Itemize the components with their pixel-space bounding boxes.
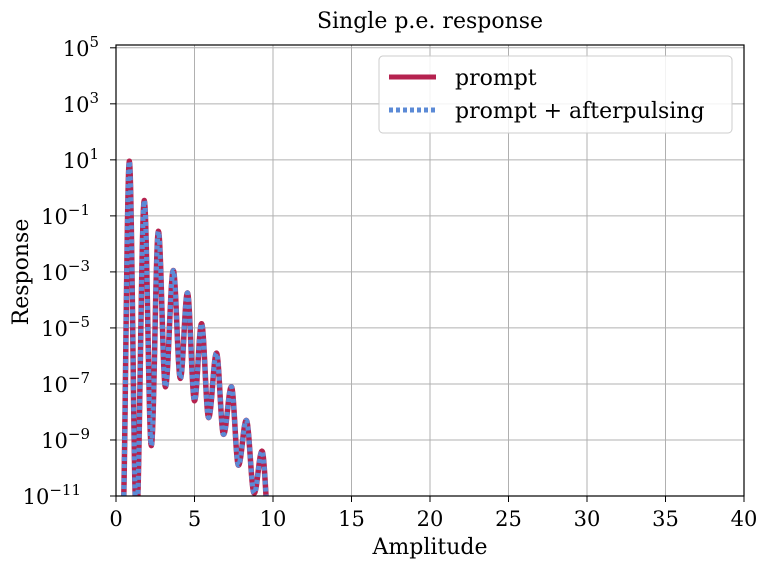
y-tick-exponent: −9	[68, 425, 90, 443]
y-tick-base: 10	[41, 261, 68, 285]
x-axis-label: Amplitude	[371, 535, 487, 560]
legend-box	[378, 55, 733, 134]
y-tick-base: 10	[41, 373, 68, 397]
y-tick-label: 10−5	[41, 313, 90, 341]
y-tick-base: 10	[41, 205, 68, 229]
y-tick-base: 10	[23, 485, 50, 509]
x-axis-ticks: 0 5 10 15 20 25 30 35 40	[109, 496, 757, 531]
y-tick-label: 10−1	[41, 201, 90, 229]
y-tick-label: 10−7	[41, 369, 90, 397]
y-tick-base: 10	[63, 37, 90, 61]
y-tick-label: 101	[63, 145, 99, 173]
y-tick-label: 10−9	[41, 425, 90, 453]
y-tick-base: 10	[41, 429, 68, 453]
y-tick-label: 103	[63, 89, 99, 117]
y-tick-label: 10−11	[23, 481, 81, 509]
x-tick-label: 25	[495, 507, 522, 531]
y-tick-label: 105	[63, 33, 99, 61]
y-tick-exponent: −5	[68, 313, 90, 331]
x-tick-label: 20	[417, 507, 444, 531]
y-tick-exponent: 3	[89, 89, 99, 107]
y-tick-exponent: 5	[89, 33, 99, 51]
x-tick-label: 10	[260, 507, 287, 531]
y-tick-exponent: −7	[68, 369, 90, 387]
y-tick-base: 10	[41, 317, 68, 341]
x-tick-label: 15	[338, 507, 365, 531]
y-tick-exponent: −11	[49, 481, 81, 499]
x-tick-label: 30	[574, 507, 601, 531]
x-tick-label: 40	[731, 507, 758, 531]
series-layer	[121, 158, 269, 496]
y-tick-exponent: −3	[68, 257, 90, 275]
legend-label-prompt: prompt	[455, 66, 537, 91]
y-tick-exponent: −1	[68, 201, 90, 219]
chart-title: Single p.e. response	[317, 9, 543, 34]
legend-label-prompt-afterpulsing: prompt + afterpulsing	[455, 99, 705, 124]
y-tick-base: 10	[63, 149, 90, 173]
x-tick-label: 0	[109, 507, 122, 531]
x-tick-label: 5	[188, 507, 201, 531]
y-tick-exponent: 1	[89, 145, 99, 163]
y-axis-label: Response	[9, 219, 34, 326]
series-line-prompt-afterpulsing	[121, 158, 269, 496]
legend: prompt prompt + afterpulsing	[378, 55, 733, 134]
y-tick-label: 10−3	[41, 257, 90, 285]
x-tick-label: 35	[652, 507, 679, 531]
y-tick-base: 10	[63, 93, 90, 117]
